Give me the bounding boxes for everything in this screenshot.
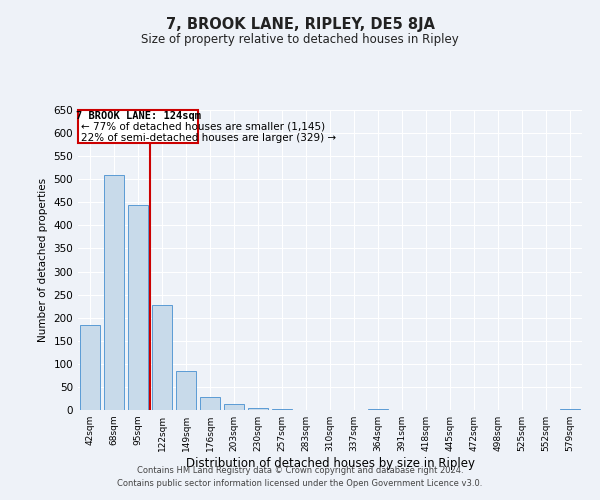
Bar [224, 404, 244, 410]
Text: 7, BROOK LANE, RIPLEY, DE5 8JA: 7, BROOK LANE, RIPLEY, DE5 8JA [166, 18, 434, 32]
Text: ← 77% of detached houses are smaller (1,145): ← 77% of detached houses are smaller (1,… [82, 122, 325, 132]
X-axis label: Distribution of detached houses by size in Ripley: Distribution of detached houses by size … [185, 457, 475, 470]
Bar [248, 408, 268, 410]
Bar [272, 408, 292, 410]
Bar [80, 324, 100, 410]
Bar [104, 174, 124, 410]
Bar [128, 204, 148, 410]
Bar [176, 371, 196, 410]
Bar [368, 409, 388, 410]
Text: Size of property relative to detached houses in Ripley: Size of property relative to detached ho… [141, 32, 459, 46]
Bar [200, 397, 220, 410]
Bar [152, 305, 172, 410]
FancyBboxPatch shape [79, 110, 197, 143]
Y-axis label: Number of detached properties: Number of detached properties [38, 178, 48, 342]
Text: Contains HM Land Registry data © Crown copyright and database right 2024.
Contai: Contains HM Land Registry data © Crown c… [118, 466, 482, 487]
Text: 22% of semi-detached houses are larger (329) →: 22% of semi-detached houses are larger (… [82, 133, 337, 143]
Bar [560, 409, 580, 410]
Text: 7 BROOK LANE: 124sqm: 7 BROOK LANE: 124sqm [76, 112, 200, 122]
